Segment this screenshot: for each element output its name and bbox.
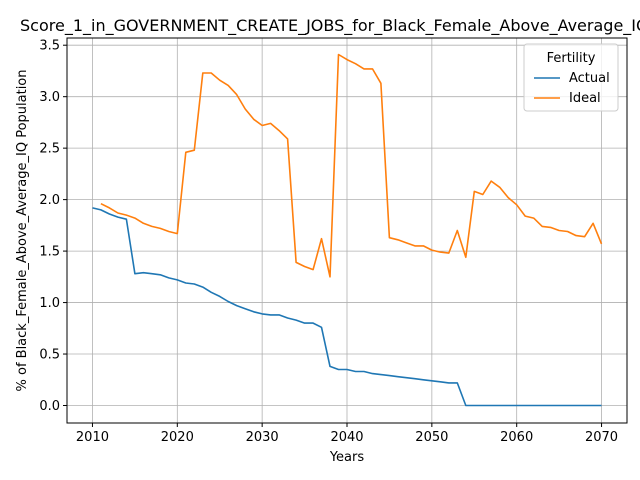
y-tick-label: 1.5 <box>39 245 60 260</box>
legend-label-actual: Actual <box>569 71 610 86</box>
x-tick-label: 2070 <box>585 430 618 445</box>
x-tick-label: 2040 <box>330 430 363 445</box>
x-tick-label: 2060 <box>500 430 533 445</box>
y-tick-label: 3.0 <box>39 90 60 105</box>
y-tick-label: 1.0 <box>39 296 60 311</box>
x-axis-label: Years <box>329 450 365 465</box>
y-tick-label: 3.5 <box>39 39 60 54</box>
x-tick-label: 2050 <box>415 430 448 445</box>
series-layer <box>92 53 603 407</box>
legend-box <box>523 43 619 112</box>
series-line-actual <box>92 207 602 407</box>
legend-label-ideal: Ideal <box>569 91 601 106</box>
y-tick-label: 0.0 <box>39 399 60 414</box>
y-axis-label: % of Black_Female_Above_Average_IQ Popul… <box>15 70 30 392</box>
y-tick-label: 2.0 <box>39 193 60 208</box>
legend-items: Actual Ideal <box>534 71 610 106</box>
x-tick-label: 2010 <box>76 430 109 445</box>
legend-title: Fertility <box>547 51 596 66</box>
y-axis-ticks: 0.0 0.5 1.0 1.5 2.0 2.5 3.0 3.5 <box>39 39 67 414</box>
chart-title: Score_1_in_GOVERNMENT_CREATE_JOBS_for_Bl… <box>20 16 640 36</box>
x-tick-label: 2030 <box>246 430 279 445</box>
x-axis-ticks: 2010 2020 2030 2040 2050 2060 2070 <box>76 423 618 445</box>
x-tick-label: 2020 <box>161 430 194 445</box>
legend: Fertility Actual Ideal <box>523 43 619 112</box>
y-tick-label: 2.5 <box>39 142 60 157</box>
series-line-ideal <box>100 53 603 278</box>
y-tick-label: 0.5 <box>39 348 60 363</box>
grid <box>67 38 627 423</box>
